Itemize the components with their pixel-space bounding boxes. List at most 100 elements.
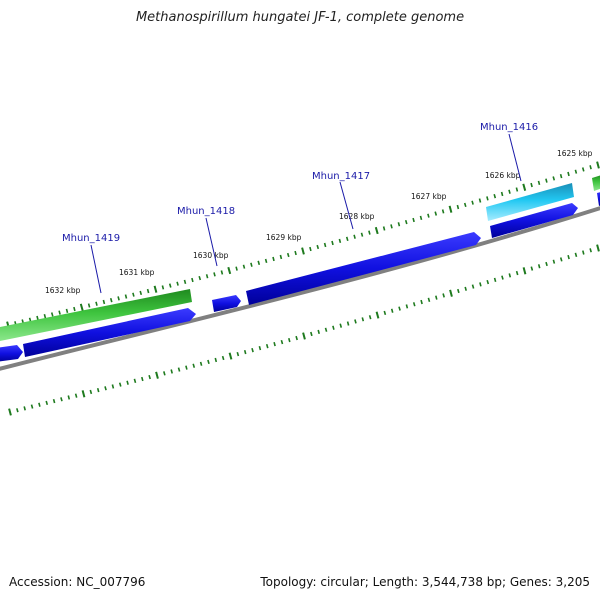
outer-tick	[95, 301, 98, 306]
outer-tick	[596, 161, 600, 169]
accession-text: Accession: NC_007796	[9, 575, 146, 589]
leader-mhun-1416	[508, 133, 522, 182]
inner-tick	[214, 357, 218, 363]
inner-tick	[295, 335, 298, 341]
cds-arrow-left-edge[interactable]	[0, 345, 23, 362]
outer-tick	[478, 198, 482, 203]
inner-tick	[324, 327, 328, 332]
outer-tick	[589, 165, 592, 170]
outer-tick	[250, 262, 253, 267]
gene-label-mhun-1417[interactable]: Mhun_1417	[312, 171, 370, 182]
inner-tick	[111, 384, 115, 389]
scale-label-1628: 1628 kbp	[339, 212, 375, 221]
scale-label-1630: 1630 kbp	[193, 251, 229, 260]
inner-tick	[552, 259, 556, 264]
gene-mhun-1419[interactable]	[0, 289, 192, 342]
outer-tick	[213, 272, 216, 277]
outer-tick	[545, 178, 548, 183]
outer-tick	[448, 205, 453, 213]
gene-label-mhun-1416[interactable]: Mhun_1416	[480, 122, 538, 133]
outer-tick	[168, 283, 172, 288]
outer-tick	[338, 238, 342, 244]
inner-tick	[567, 255, 570, 260]
outer-tick	[463, 202, 467, 208]
outer-tick	[65, 308, 69, 313]
inner-tick	[177, 367, 181, 372]
outer-tick	[43, 314, 47, 319]
cds-mhun-1417[interactable]	[246, 232, 481, 305]
inner-tick	[251, 347, 254, 353]
outer-tick	[220, 270, 224, 275]
gene-mhun-1416[interactable]	[486, 183, 574, 221]
inner-tick	[118, 382, 122, 387]
inner-tick	[508, 273, 512, 278]
scale-label-1629: 1629 kbp	[266, 233, 302, 242]
outer-tick	[301, 247, 305, 255]
scale-label-1626: 1626 kbp	[485, 171, 521, 180]
outer-tick	[87, 303, 91, 308]
outer-tick	[382, 226, 386, 231]
outer-tick	[227, 266, 232, 275]
inner-tick	[45, 400, 49, 406]
outer-tick	[58, 310, 61, 315]
outer-tick	[486, 196, 489, 201]
inner-tick	[390, 308, 394, 313]
outer-tick	[522, 183, 527, 191]
outer-tick	[316, 244, 320, 250]
inner-tick	[383, 310, 387, 316]
inner-tick	[8, 408, 12, 416]
outer-tick	[515, 187, 519, 192]
cds-mhun-1419[interactable]	[23, 308, 196, 357]
outer-tick	[264, 258, 268, 264]
inner-tick	[486, 279, 490, 285]
outer-tick	[493, 193, 497, 199]
inner-tick	[464, 286, 467, 291]
outer-tick	[198, 275, 202, 281]
outer-tick	[552, 176, 556, 181]
inner-tick	[346, 321, 350, 326]
outer-tick	[390, 224, 393, 229]
inner-tick	[479, 282, 482, 287]
scale-labels: 1632 kbp 1631 kbp 1630 kbp 1629 kbp 1628…	[45, 149, 593, 295]
label-leaders	[90, 133, 522, 294]
inner-tick	[530, 266, 534, 271]
outer-tick	[191, 277, 194, 283]
gene-labels: Mhun_1419 Mhun_1418 Mhun_1417 Mhun_1416	[62, 122, 538, 244]
outer-tick	[132, 292, 135, 297]
gene-label-mhun-1419[interactable]: Mhun_1419	[62, 233, 120, 244]
inner-tick	[104, 386, 107, 391]
outer-tick	[530, 182, 533, 188]
genome-summary-text: Topology: circular; Length: 3,544,738 bp…	[260, 575, 590, 589]
inner-tick	[522, 267, 527, 275]
inner-tick	[427, 297, 431, 303]
inner-tick	[199, 361, 203, 366]
inner-tick	[537, 264, 541, 269]
leader-mhun-1419	[90, 244, 102, 294]
outer-tick	[272, 256, 275, 262]
outer-tick	[50, 312, 54, 317]
inner-tick	[375, 311, 380, 319]
inner-tick	[471, 284, 475, 289]
inner-tick	[30, 404, 34, 409]
inner-tick	[398, 306, 401, 311]
outer-tick	[257, 260, 261, 266]
map-title: Methanospirillum hungatei JF-1, complete…	[135, 10, 465, 25]
inner-tick	[354, 319, 357, 324]
cds-mhun-1416[interactable]	[490, 203, 578, 238]
gene-right-edge[interactable]	[592, 174, 600, 191]
outer-tick	[360, 232, 364, 237]
outer-tick	[102, 299, 106, 305]
inner-tick	[574, 252, 578, 258]
outer-tick	[79, 303, 84, 311]
inner-tick	[280, 339, 284, 345]
gene-label-mhun-1418[interactable]: Mhun_1418	[177, 206, 235, 217]
inner-tick	[258, 346, 262, 351]
cds-mhun-1418[interactable]	[212, 295, 241, 312]
scale-label-1632: 1632 kbp	[45, 286, 81, 295]
outer-tick	[581, 167, 585, 172]
inner-tick	[185, 365, 188, 370]
inner-tick	[361, 317, 365, 322]
cds-right-edge[interactable]	[597, 191, 600, 206]
inner-tick	[442, 293, 445, 298]
inner-tick	[170, 369, 173, 374]
